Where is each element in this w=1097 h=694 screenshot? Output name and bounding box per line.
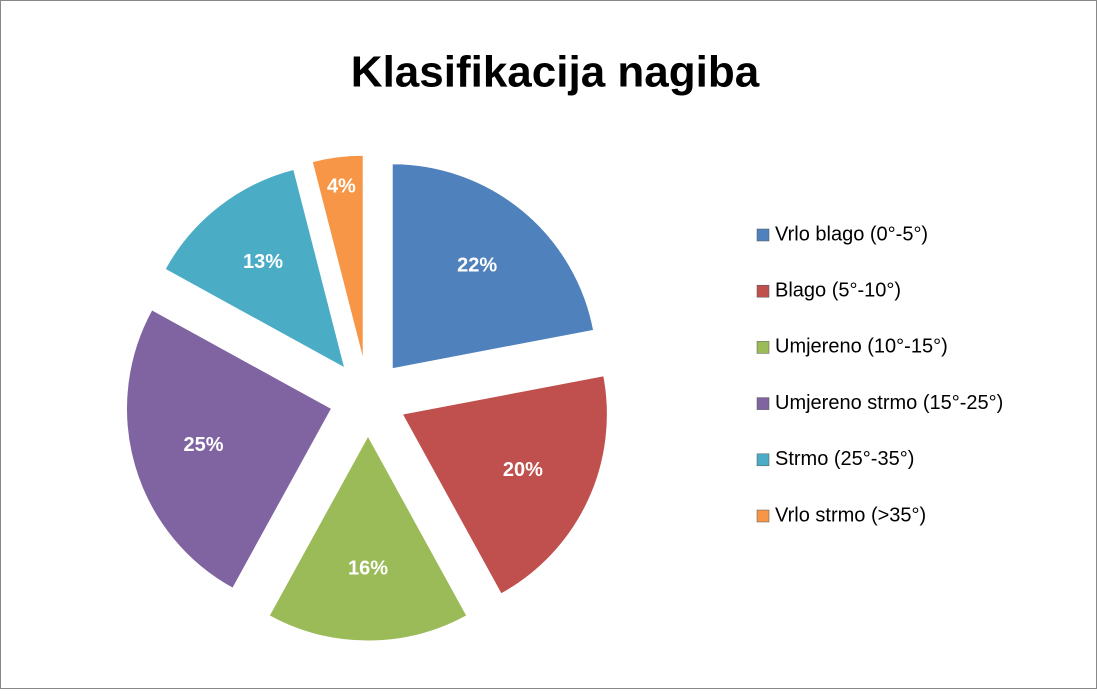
slice-label: 25%: [184, 434, 224, 456]
slice-label: 22%: [457, 254, 497, 276]
legend-label: Umjereno (10°-15°): [775, 336, 948, 358]
chart-title: Klasifikacija nagiba: [351, 48, 760, 97]
slice-label: 13%: [243, 251, 283, 273]
legend-swatch: [756, 509, 770, 523]
pie-slice: [268, 434, 468, 642]
legend-label: Vrlo blago (0°-5°): [775, 223, 928, 245]
pie-slice: [311, 154, 364, 361]
slice-label: 4%: [327, 176, 356, 198]
legend-swatch: [756, 397, 770, 410]
legend-swatch: [756, 284, 770, 298]
pie-slice: [126, 309, 333, 589]
slice-label: 16%: [348, 558, 388, 580]
legend-swatch: [756, 228, 770, 242]
pie-slice: [164, 168, 346, 369]
legend-label: Blago (5°-10°): [775, 279, 901, 301]
legend-label: Strmo (25°-35°): [775, 448, 914, 470]
pie-slice: [401, 375, 608, 595]
slice-label: 20%: [503, 459, 543, 481]
legend-swatch: [756, 453, 770, 467]
legend-swatch: [756, 341, 770, 354]
legend-label: Umjereno strmo (15°-25°): [775, 392, 1003, 414]
pie-slice: [391, 163, 595, 370]
legend-label: Vrlo strmo (>35°): [775, 504, 926, 526]
